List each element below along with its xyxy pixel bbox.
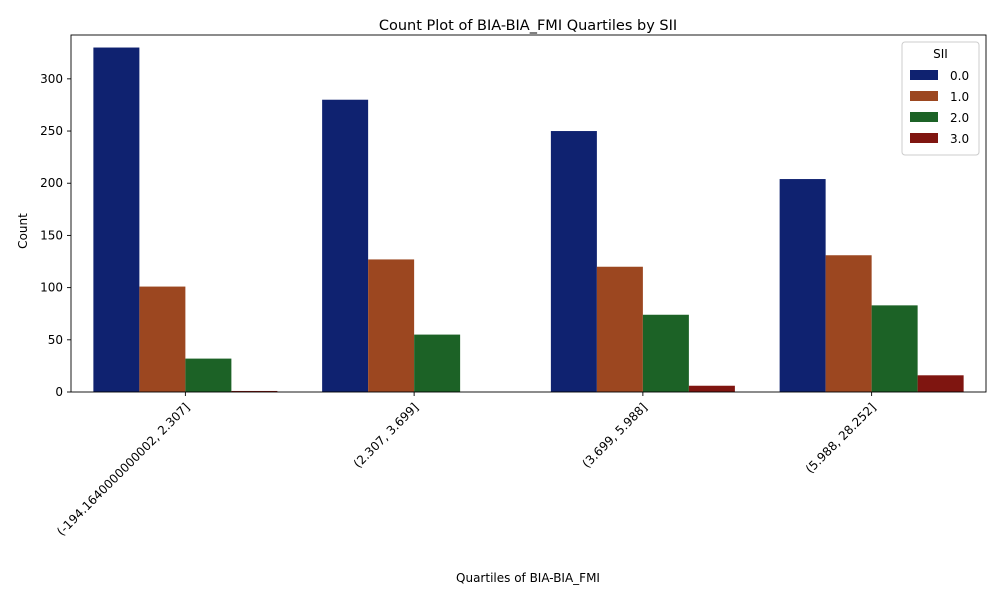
bar-sii-1-0-q2 — [368, 259, 415, 392]
plot-frame — [70, 34, 987, 393]
legend-label-1-0: 1.0 — [950, 90, 969, 104]
legend-swatch-2-0 — [910, 112, 938, 122]
chart-title: Count Plot of BIA-BIA_FMI Quartiles by S… — [379, 18, 677, 34]
bar-sii-3-0-q1 — [231, 390, 278, 392]
bar-sii-1-0-q4 — [825, 255, 872, 392]
legend-swatch-3-0 — [910, 133, 938, 143]
y-tick-label: 250 — [40, 124, 63, 138]
legend-label-2-0: 2.0 — [950, 111, 969, 125]
bar-sii-0-0-q4 — [779, 179, 826, 392]
legend-swatch-1-0 — [910, 91, 938, 101]
bars-layer — [93, 47, 964, 393]
bar-sii-2-0-q2 — [414, 334, 461, 392]
bar-sii-3-0-q3 — [688, 385, 735, 392]
legend-title: SII — [933, 47, 948, 61]
axes-layer — [70, 34, 987, 393]
bar-sii-2-0-q3 — [642, 314, 689, 392]
y-tick-label: 50 — [48, 333, 63, 347]
bar-sii-1-0-q1 — [139, 286, 186, 392]
legend-swatch-0-0 — [910, 70, 938, 80]
y-tick-label: 100 — [40, 281, 63, 295]
y-tick-label: 0 — [55, 385, 63, 399]
bar-sii-1-0-q3 — [596, 266, 643, 392]
x-tick-label: (2.307, 3.699] — [351, 400, 422, 471]
y-tick-label: 300 — [40, 72, 63, 86]
x-tick-label: (3.699, 5.988] — [579, 400, 650, 471]
bar-sii-2-0-q1 — [185, 358, 232, 392]
legend-label-0-0: 0.0 — [950, 69, 969, 83]
y-tick-label: 150 — [40, 228, 63, 242]
y-axis-label: Count — [16, 213, 30, 249]
bar-sii-0-0-q3 — [550, 131, 597, 393]
x-tick-label: (-194.1640000000002, 2.307] — [54, 400, 192, 538]
bar-sii-2-0-q4 — [871, 305, 918, 392]
legend-label-3-0: 3.0 — [950, 132, 969, 146]
bar-sii-3-0-q4 — [917, 375, 964, 392]
x-tick-label: (5.988, 28.252] — [803, 400, 879, 476]
x-axis-label: Quartiles of BIA-BIA_FMI — [456, 571, 600, 585]
y-tick-label: 200 — [40, 176, 63, 190]
bar-sii-0-0-q2 — [322, 99, 369, 392]
bar-sii-0-0-q1 — [93, 47, 140, 392]
